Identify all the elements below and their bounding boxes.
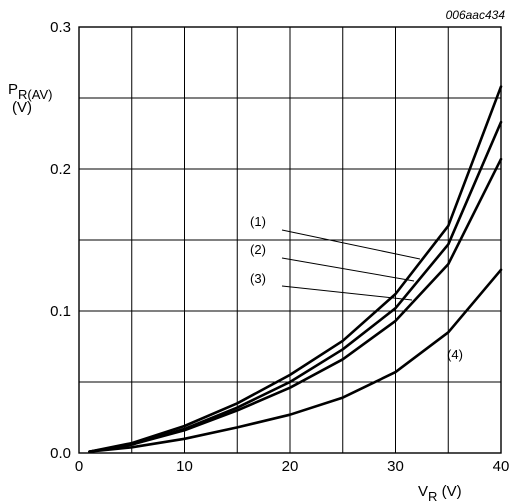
x-axis-label: VR (V)	[418, 483, 462, 504]
x-tick-label: 30	[387, 458, 404, 475]
y-axis-unit: (V)	[12, 99, 32, 116]
x-tick-label: 40	[493, 458, 510, 475]
y-tick-label: 0.2	[50, 161, 71, 178]
curve-2	[88, 120, 503, 453]
curve-4	[88, 268, 503, 453]
y-tick-label: 0.0	[50, 445, 71, 462]
y-tick-label: 0.1	[50, 303, 71, 320]
plot-frame	[78, 26, 502, 454]
curve-label-4: (4)	[447, 347, 463, 362]
x-tick-labels: 0 10 20 30 40	[75, 458, 510, 475]
y-axis-label-main: P	[8, 81, 18, 98]
y-axis-label-sub: R(AV)	[18, 87, 52, 102]
x-axis-label-unit: (V)	[437, 483, 461, 500]
curve-3	[88, 157, 503, 453]
grid	[79, 27, 501, 453]
y-tick-label: 0.3	[50, 19, 71, 36]
leader-line-1	[281, 229, 421, 260]
x-tick-label: 0	[75, 458, 83, 475]
figure-code: 006aac434	[446, 8, 506, 22]
curve-1	[88, 85, 503, 453]
leader-line-3	[281, 285, 413, 301]
x-tick-label: 20	[282, 458, 299, 475]
curves	[88, 85, 503, 453]
curve-label-3: (3)	[250, 271, 266, 286]
curve-label-1: (1)	[250, 214, 266, 229]
plot-border	[78, 26, 502, 454]
curve-labels: (1) (2) (3) (4)	[250, 214, 463, 362]
y-axis-label: PR(AV)	[8, 81, 52, 102]
x-axis-label-main: V	[418, 483, 428, 500]
curve-leaders	[281, 229, 421, 301]
leader-line-2	[281, 257, 415, 282]
y-tick-labels: 0.0 0.1 0.2 0.3	[50, 19, 71, 462]
x-tick-label: 10	[176, 458, 193, 475]
x-axis-label-sub: R	[428, 489, 437, 504]
curve-label-2: (2)	[250, 242, 266, 257]
